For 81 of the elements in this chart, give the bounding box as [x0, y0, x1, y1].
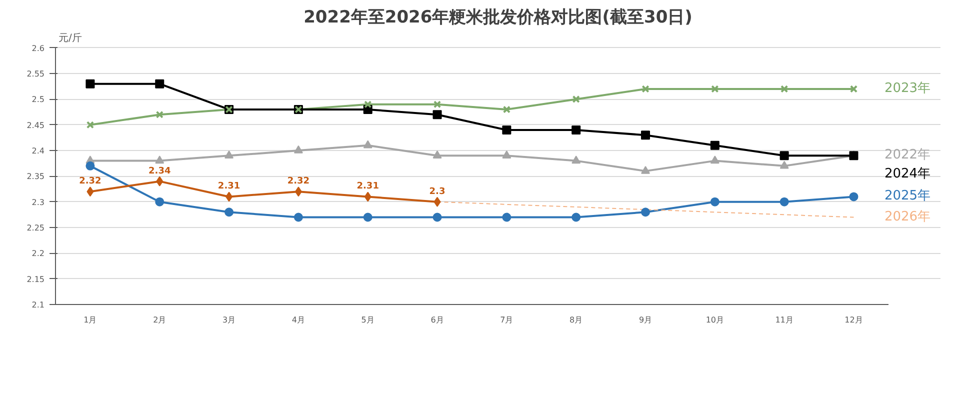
point — [641, 166, 650, 174]
point — [364, 100, 372, 108]
y-tick-label: 2.6 — [32, 44, 45, 53]
text: 2022年 — [884, 148, 931, 163]
y-tick-label: 2.1 — [32, 300, 45, 310]
x-tick-label: 12月 — [844, 316, 863, 324]
x-tick-label: 5月 — [361, 316, 374, 324]
point — [294, 145, 303, 154]
y-tick-label: 2.25 — [26, 224, 44, 233]
point — [224, 150, 234, 158]
point — [224, 208, 234, 217]
x-tick-label: 6月 — [430, 316, 444, 324]
point — [432, 212, 442, 222]
point — [432, 110, 442, 120]
data-label: 2.3 — [429, 186, 446, 197]
point — [86, 121, 94, 129]
point — [780, 160, 789, 169]
point — [641, 208, 650, 217]
point — [502, 106, 511, 114]
point — [432, 150, 442, 158]
y-tick-label: 2.5 — [32, 95, 45, 104]
data-label: 2.31 — [356, 182, 379, 192]
point — [86, 186, 94, 197]
point — [156, 110, 164, 118]
point — [572, 212, 581, 222]
point — [155, 156, 164, 164]
x-tick-label: 4月 — [292, 316, 305, 324]
point — [711, 85, 719, 93]
point — [572, 156, 581, 164]
x-tick-label: 1月 — [84, 316, 97, 324]
x-tick-label: 3月 — [222, 316, 236, 324]
y-tick-label: 2.35 — [26, 172, 44, 182]
point — [434, 196, 441, 207]
point — [642, 85, 650, 93]
x-tick-label: 9月 — [638, 316, 652, 324]
point — [155, 79, 164, 88]
point — [641, 130, 650, 140]
data-label: 2.32 — [79, 176, 102, 187]
point — [86, 161, 95, 170]
point — [710, 140, 720, 150]
text: 2023年 — [884, 80, 931, 96]
point — [780, 151, 789, 160]
point — [710, 156, 720, 164]
point — [156, 176, 164, 186]
point — [226, 192, 233, 202]
point — [572, 126, 581, 135]
x-tick-label: 7月 — [500, 316, 514, 324]
y-tick-label: 2.2 — [32, 249, 45, 258]
data-label: 2.31 — [218, 182, 240, 192]
point — [502, 212, 512, 222]
point — [710, 197, 720, 206]
point — [502, 126, 512, 135]
y-tick-label: 2.15 — [26, 274, 44, 284]
text: 2024年 — [884, 166, 931, 182]
point — [502, 150, 512, 158]
x-tick-label: 11月 — [775, 316, 794, 324]
point — [294, 186, 302, 197]
point — [780, 197, 789, 206]
point — [849, 192, 858, 202]
point — [86, 79, 95, 88]
point — [364, 192, 372, 202]
point — [780, 85, 788, 93]
chart-title: 2022年至2026年粳米批发价格对比图(截至30日) — [304, 8, 692, 28]
data-label: 2.32 — [287, 176, 310, 187]
point — [433, 100, 442, 108]
point — [155, 197, 164, 206]
y-tick-label: 2.4 — [32, 146, 45, 156]
point — [572, 95, 580, 104]
text: 2026年 — [884, 209, 931, 224]
x-tick-label: 2月 — [153, 316, 166, 324]
x-tick-label: 10月 — [706, 316, 724, 324]
point — [363, 212, 372, 222]
y-axis-title: 元/斤 — [58, 32, 82, 44]
point — [363, 140, 372, 148]
point — [294, 212, 303, 222]
y-tick-label: 2.3 — [32, 198, 45, 207]
data-label: 2.34 — [148, 166, 171, 176]
text: 2025年 — [884, 188, 931, 204]
y-tick-label: 2.55 — [26, 70, 44, 79]
x-tick-label: 8月 — [570, 316, 583, 324]
y-tick-label: 2.45 — [26, 120, 44, 130]
